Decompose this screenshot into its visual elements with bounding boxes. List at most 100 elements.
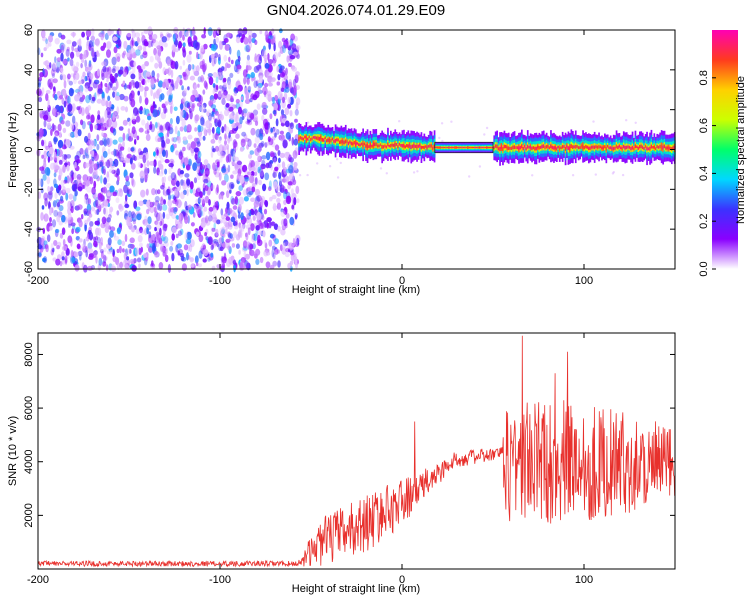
heat-cell bbox=[177, 248, 183, 256]
heat-cell bbox=[106, 159, 111, 169]
heat-cell bbox=[242, 189, 248, 196]
heat-cell bbox=[211, 265, 216, 271]
heat-cell bbox=[269, 113, 273, 120]
heat-cell bbox=[232, 170, 238, 175]
heat-cell bbox=[130, 211, 136, 219]
heat-cell bbox=[341, 139, 344, 144]
heat-cell bbox=[74, 155, 80, 163]
heat-cell bbox=[434, 141, 494, 154]
heat-cell bbox=[279, 177, 283, 186]
heat-cell bbox=[228, 56, 231, 63]
heat-cell bbox=[203, 43, 208, 50]
heat-cell bbox=[238, 196, 244, 205]
heat-cell bbox=[296, 237, 300, 246]
heat-cell bbox=[181, 263, 187, 271]
heat-cell bbox=[273, 42, 276, 52]
colorbar-tick-label: 0.8 bbox=[698, 70, 710, 85]
heat-cell bbox=[56, 57, 62, 62]
heat-cell bbox=[267, 82, 273, 87]
heat-cell bbox=[78, 85, 84, 93]
heat-cell bbox=[221, 256, 227, 264]
heat-cell bbox=[293, 51, 298, 56]
heat-cell bbox=[48, 42, 52, 47]
heat-cell bbox=[277, 260, 281, 268]
heat-cell bbox=[128, 81, 132, 90]
heat-cell bbox=[116, 262, 121, 270]
heat-cell bbox=[131, 126, 136, 135]
heat-cell bbox=[52, 78, 58, 84]
heat-cell bbox=[262, 118, 269, 127]
heat-cell bbox=[192, 26, 195, 36]
heat-cell bbox=[170, 194, 176, 200]
heat-cell bbox=[208, 199, 211, 206]
heat-cell bbox=[121, 240, 126, 247]
heat-cell bbox=[486, 146, 488, 149]
heat-cell bbox=[253, 65, 260, 73]
heat-cell bbox=[91, 150, 95, 158]
heat-cell bbox=[135, 206, 141, 212]
heat-cell bbox=[212, 30, 217, 39]
spectrogram-xtick-label: -200 bbox=[27, 275, 49, 287]
heat-cell bbox=[467, 146, 469, 149]
heat-cell bbox=[102, 167, 106, 174]
heat-cell bbox=[144, 78, 147, 86]
heat-cell bbox=[251, 186, 256, 193]
heat-cell bbox=[398, 142, 401, 146]
heat-cell bbox=[439, 146, 442, 149]
heat-cell bbox=[90, 47, 94, 57]
heat-cell bbox=[156, 73, 160, 79]
heat-cell bbox=[599, 145, 602, 149]
heat-cell bbox=[196, 186, 201, 193]
heat-cell bbox=[398, 120, 401, 123]
heat-cell bbox=[61, 88, 67, 96]
heat-cell bbox=[85, 29, 92, 38]
heat-cell bbox=[243, 108, 248, 114]
heat-cell bbox=[493, 146, 496, 150]
heat-cell bbox=[225, 259, 232, 267]
heat-cell bbox=[195, 41, 201, 47]
heat-cell bbox=[346, 140, 348, 143]
heat-cell bbox=[130, 47, 135, 56]
heat-cell bbox=[97, 114, 101, 120]
heat-cell bbox=[436, 146, 439, 149]
heat-cell bbox=[237, 84, 243, 92]
heat-cell bbox=[362, 142, 364, 147]
heat-cell bbox=[49, 81, 53, 90]
heat-cell bbox=[180, 179, 184, 186]
heat-cell bbox=[93, 152, 99, 162]
heat-cell bbox=[220, 42, 223, 49]
heat-cell bbox=[174, 143, 177, 149]
heat-cell bbox=[223, 38, 229, 43]
heat-cell bbox=[149, 121, 153, 129]
heat-cell bbox=[116, 248, 120, 254]
heat-cell bbox=[381, 145, 383, 149]
heat-cell bbox=[563, 145, 565, 148]
heat-cell bbox=[127, 147, 131, 153]
spectrogram-ytick-label: 0 bbox=[23, 146, 35, 152]
heat-cell bbox=[99, 161, 103, 167]
heat-cell bbox=[113, 46, 118, 54]
heat-cell bbox=[590, 145, 593, 149]
heat-cell bbox=[164, 254, 169, 263]
heat-cell bbox=[97, 110, 101, 116]
heat-cell bbox=[88, 40, 93, 48]
heat-cell bbox=[58, 184, 62, 191]
heat-cell bbox=[177, 135, 182, 144]
heat-cell bbox=[188, 50, 192, 55]
heat-cell bbox=[355, 142, 357, 146]
heat-cell bbox=[112, 248, 115, 256]
heat-cell bbox=[202, 135, 206, 141]
heat-cell bbox=[46, 176, 51, 185]
heat-cell bbox=[197, 197, 202, 203]
heat-cell bbox=[202, 244, 206, 250]
heat-cell bbox=[655, 147, 657, 151]
heat-cell bbox=[101, 216, 107, 225]
heat-cell bbox=[235, 122, 240, 127]
heat-cell bbox=[151, 260, 154, 267]
heat-cell bbox=[215, 84, 219, 91]
heat-cell bbox=[115, 80, 119, 89]
heat-cell bbox=[235, 234, 241, 241]
heat-cell bbox=[175, 218, 178, 227]
heat-cell bbox=[58, 174, 62, 181]
heat-cell bbox=[283, 218, 288, 227]
